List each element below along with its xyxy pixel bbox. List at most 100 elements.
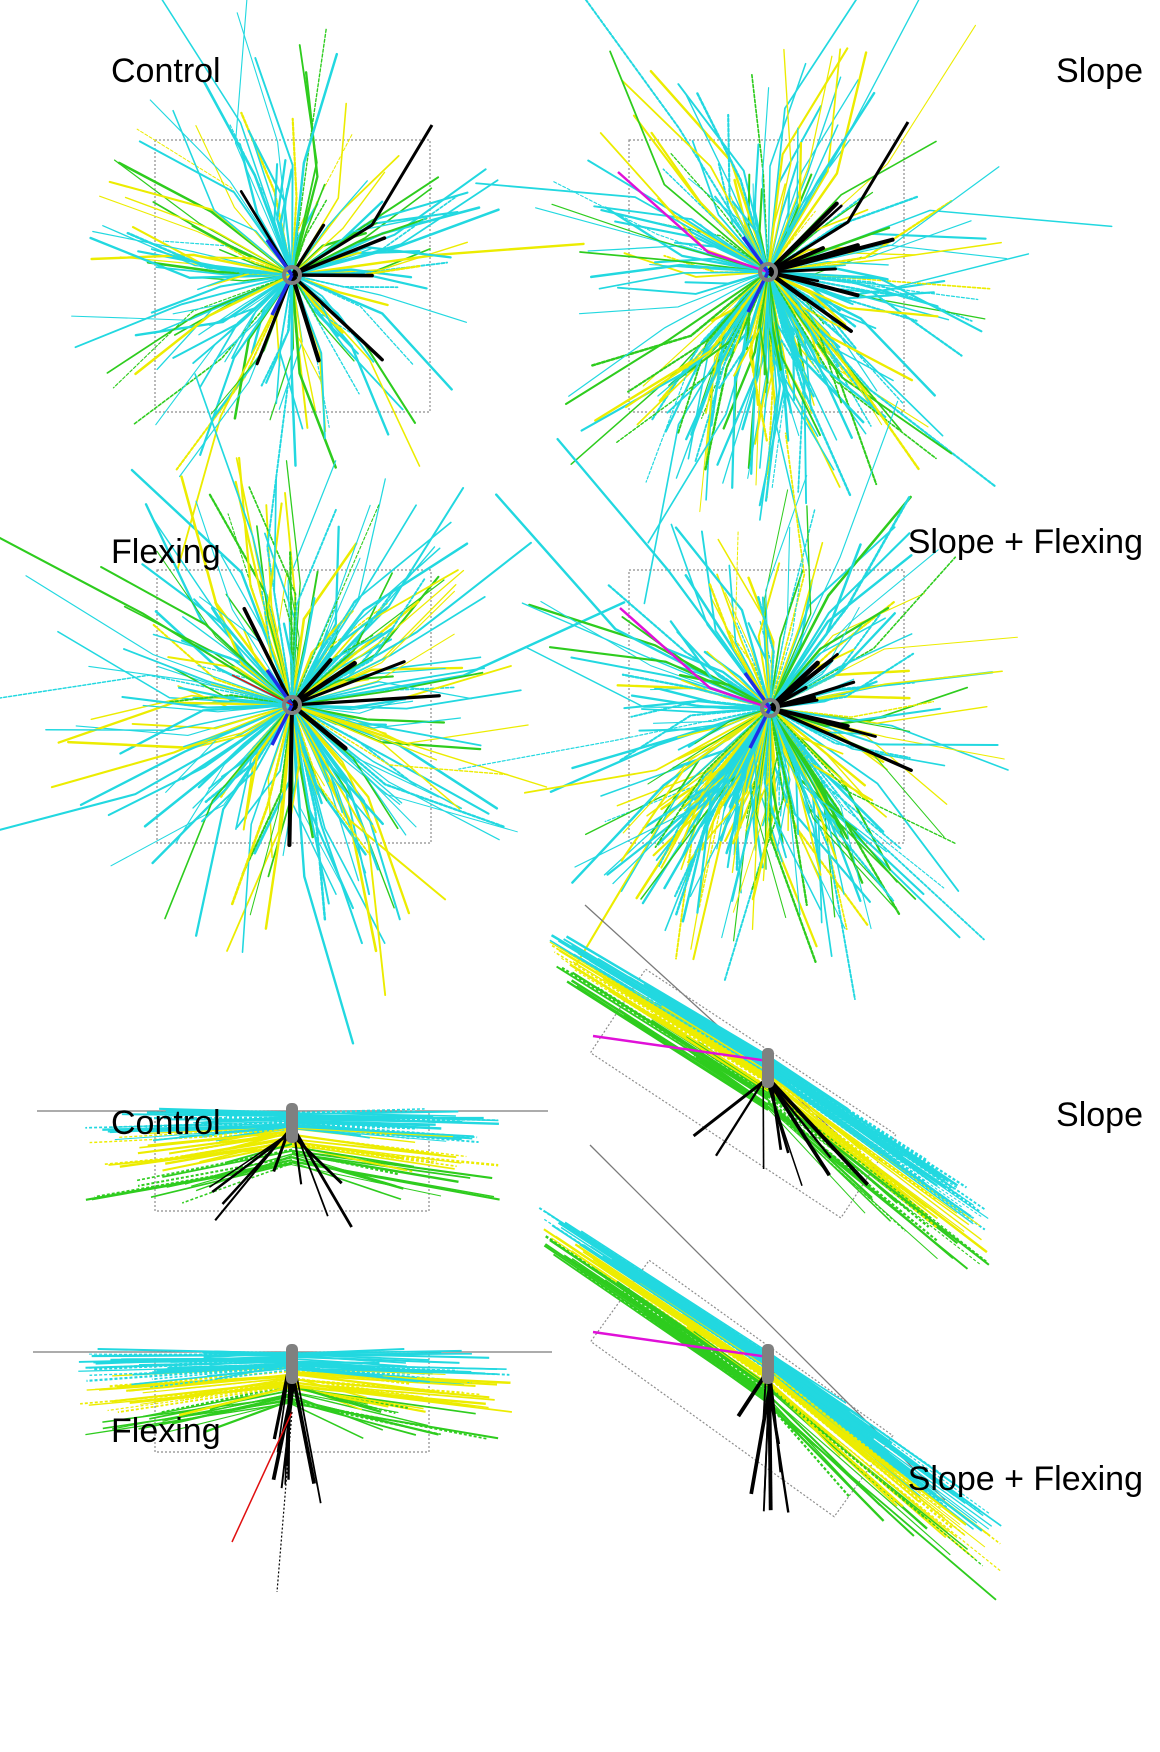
root-segment xyxy=(696,706,772,914)
structural-root xyxy=(208,1130,293,1188)
root-segment xyxy=(607,584,772,710)
structural-root xyxy=(242,606,294,707)
root-segment xyxy=(291,171,386,276)
root-segment xyxy=(766,270,852,497)
root-segment xyxy=(620,706,772,862)
root-segment xyxy=(291,704,374,825)
root-segment xyxy=(767,1066,961,1198)
root-segment xyxy=(134,273,294,376)
root-segment xyxy=(649,1278,769,1358)
root-segment xyxy=(291,1121,393,1134)
structural-root xyxy=(765,243,860,275)
root-segment-magenta xyxy=(592,1330,769,1359)
root-segment xyxy=(556,965,769,1101)
root-segment xyxy=(152,1124,293,1142)
structural-root xyxy=(290,273,384,362)
root-segment xyxy=(766,270,939,308)
root-segment xyxy=(767,1107,938,1260)
root-segment xyxy=(766,270,854,439)
root-segment xyxy=(291,1358,407,1368)
root-segment xyxy=(291,704,510,776)
bounding-box xyxy=(589,968,897,1219)
root-segment xyxy=(767,1404,997,1601)
structural-root xyxy=(766,204,843,274)
root-segment xyxy=(213,274,293,362)
root-segment xyxy=(236,704,293,829)
panel-top-slope: Slope xyxy=(475,0,1160,605)
root-segment xyxy=(290,273,337,469)
root-segment xyxy=(291,1116,499,1125)
root-segment xyxy=(124,196,293,276)
structural-root xyxy=(766,267,837,274)
root-segment xyxy=(88,665,293,706)
root-segment xyxy=(768,543,862,710)
root-segment xyxy=(583,1244,769,1368)
root-segment xyxy=(693,1330,769,1386)
root-segment xyxy=(621,79,769,273)
root-segment xyxy=(192,704,293,809)
root-segment xyxy=(195,500,293,706)
root-segment xyxy=(167,1400,293,1433)
root-segment xyxy=(767,271,937,460)
root-segment xyxy=(57,630,293,706)
root-segment xyxy=(694,271,769,464)
root-diagram-side-flexing xyxy=(33,1344,552,1593)
root-segment xyxy=(524,707,771,794)
root-segment xyxy=(736,622,771,709)
root-segment xyxy=(178,1385,293,1417)
root-segment xyxy=(683,707,771,810)
structural-root xyxy=(766,270,853,333)
structural-root xyxy=(764,1075,803,1187)
root-segment xyxy=(291,274,347,327)
root-segment xyxy=(290,703,330,905)
root-segment xyxy=(631,1281,769,1375)
root-segment xyxy=(553,181,769,273)
root-segment xyxy=(768,532,911,710)
root-segment xyxy=(755,707,787,919)
root-segment xyxy=(291,1121,373,1127)
root-segment xyxy=(769,432,806,709)
root-segment xyxy=(755,271,769,486)
root-segment xyxy=(134,273,294,337)
root-segment xyxy=(279,168,294,277)
root-segment xyxy=(767,1364,949,1510)
root-segment xyxy=(756,594,775,710)
root-segment xyxy=(291,1363,444,1372)
root-diagram-side-slope-flexing xyxy=(537,1144,1002,1601)
root-segment xyxy=(241,704,293,953)
structural-root xyxy=(692,1074,772,1138)
root-segment xyxy=(290,703,411,915)
root-segment xyxy=(767,1368,872,1451)
root-segment xyxy=(629,1285,769,1382)
root-segment xyxy=(167,694,293,706)
root-segment xyxy=(767,1068,899,1164)
panel-label: Control xyxy=(111,1104,221,1142)
root-segment xyxy=(767,1070,983,1218)
root-segment xyxy=(291,1119,436,1126)
root-segment xyxy=(139,1130,293,1149)
root-segment xyxy=(549,941,769,1076)
structural-root xyxy=(768,706,877,738)
root-segment xyxy=(291,1372,440,1394)
stem-base xyxy=(286,1344,298,1384)
root-segment xyxy=(769,707,856,1000)
root-segment xyxy=(230,703,294,906)
stem-base xyxy=(282,265,302,285)
root-diagram-side-slope xyxy=(549,904,990,1270)
root-segment xyxy=(50,703,294,789)
root-segment xyxy=(767,1351,962,1490)
root-segment xyxy=(168,1112,293,1117)
root-segment xyxy=(229,124,293,276)
root-segment xyxy=(767,1374,965,1536)
root-segment xyxy=(290,273,453,391)
root-segment xyxy=(291,1381,489,1409)
root-segment xyxy=(219,248,293,276)
root-segment xyxy=(201,1116,293,1125)
root-segment xyxy=(107,703,294,817)
root-segment xyxy=(623,700,772,710)
root-segment xyxy=(291,1376,438,1400)
root-segment xyxy=(250,273,294,355)
root-segment xyxy=(769,700,935,718)
root-segment xyxy=(769,557,804,709)
root-segment xyxy=(136,128,293,276)
